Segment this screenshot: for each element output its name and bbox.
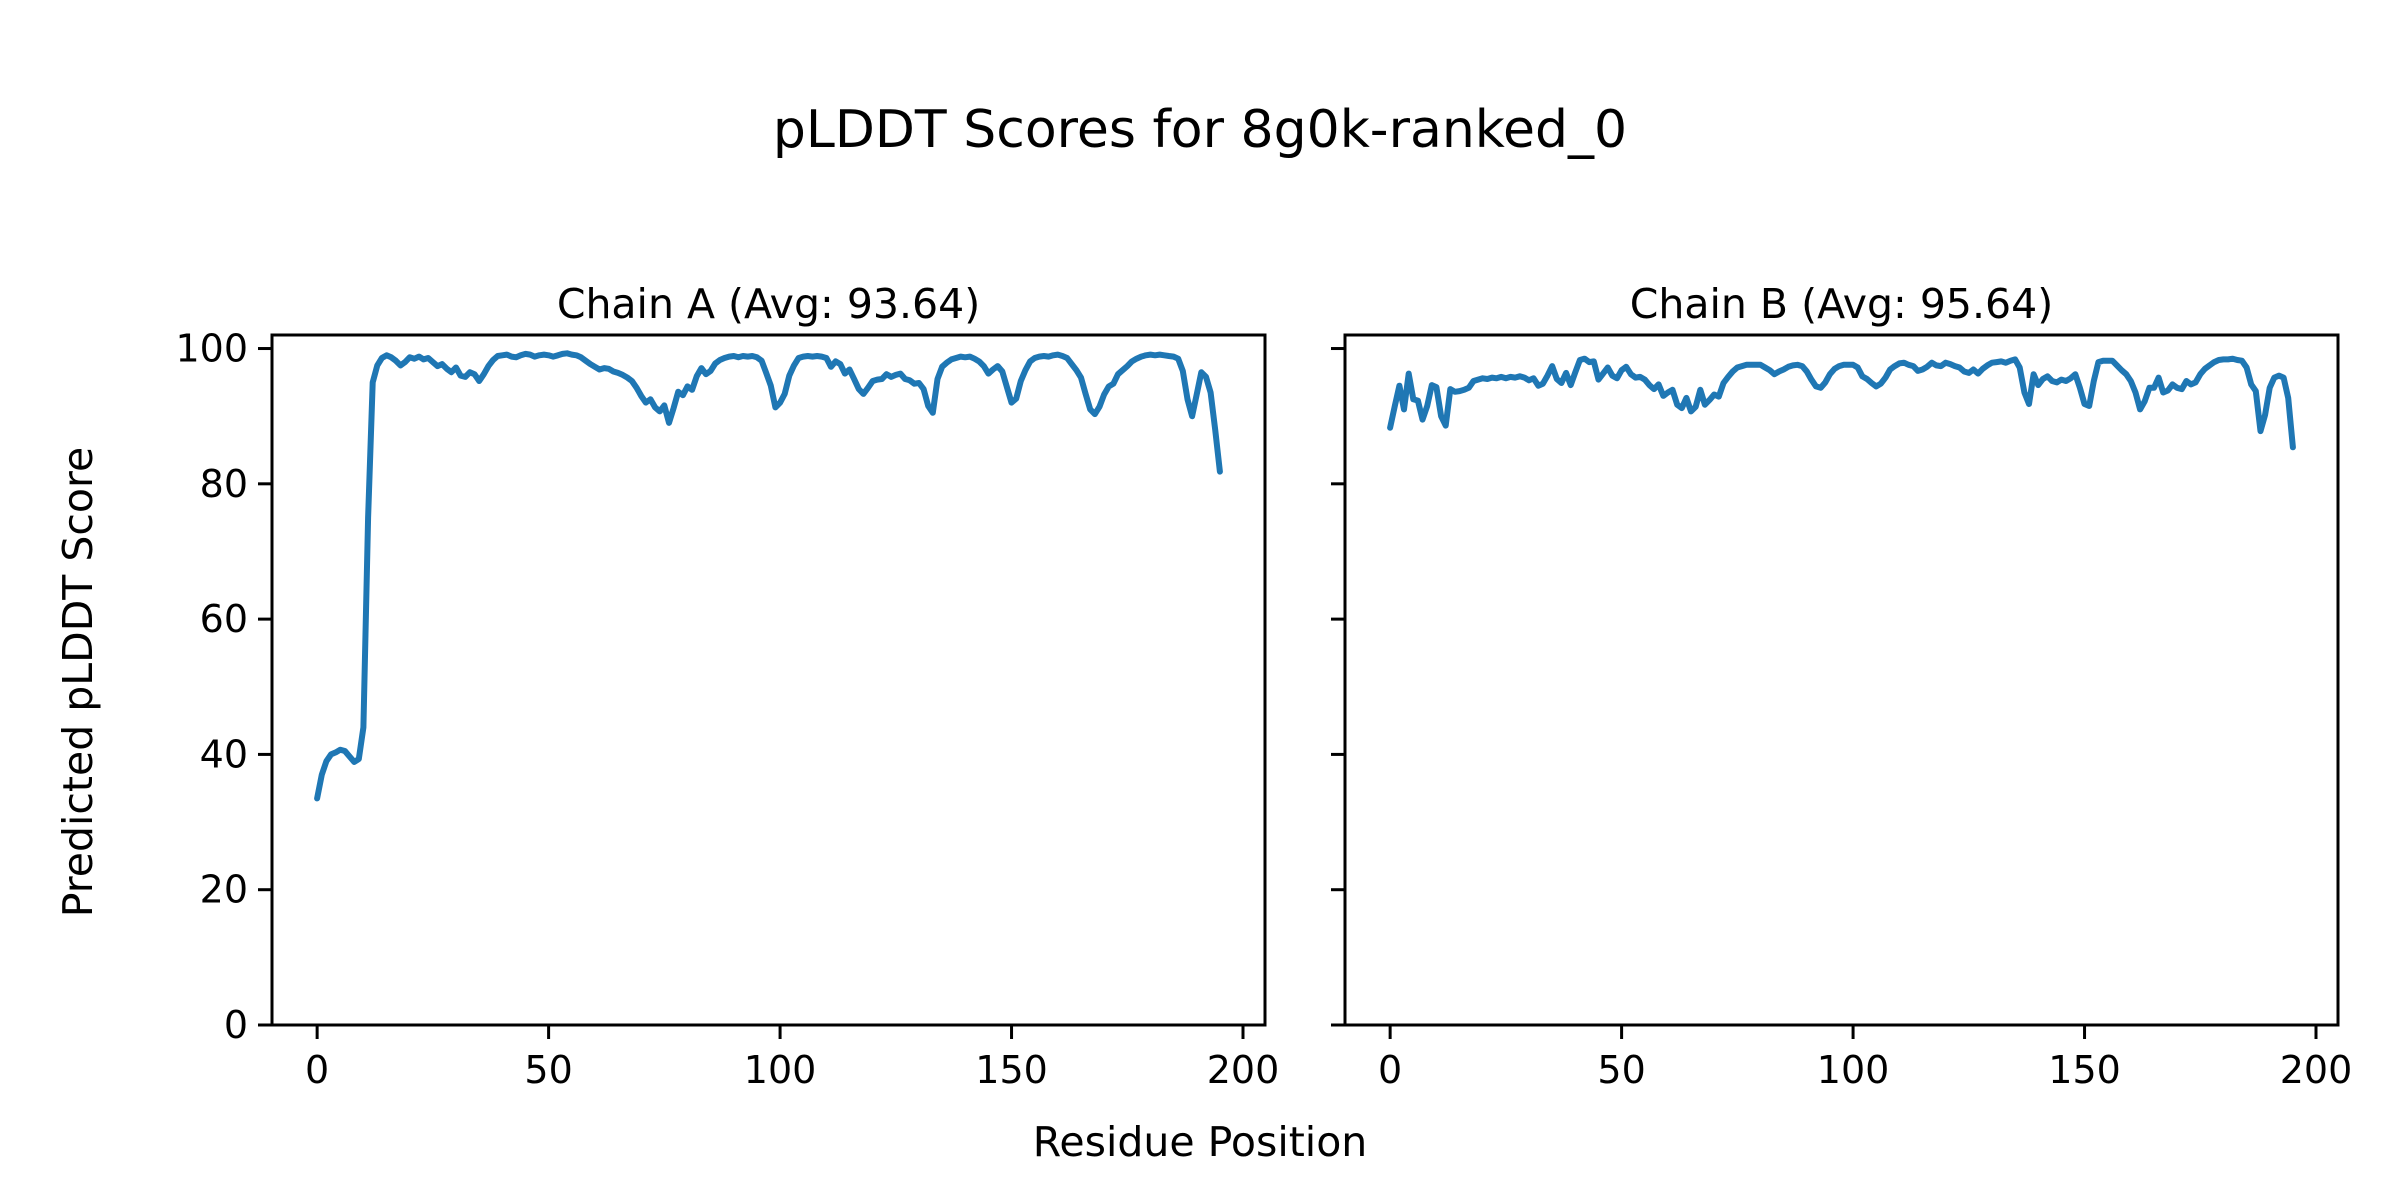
chain-a-title: Chain A (Avg: 93.64)	[556, 280, 981, 328]
y-tick-label: 100	[175, 327, 248, 371]
y-axis-label: Predicted pLDDT Score	[54, 446, 102, 918]
y-tick-label: 20	[200, 868, 248, 912]
x-tick-label: 100	[744, 1048, 817, 1092]
chain-b-plot-area	[1345, 335, 2338, 1025]
x-tick-label: 150	[975, 1048, 1048, 1092]
y-tick-label: 0	[224, 1003, 248, 1047]
x-tick-label: 50	[524, 1048, 572, 1092]
axes-spine	[270, 333, 1267, 1027]
chain-a-plot-area	[272, 335, 1265, 1025]
plddt-line	[1387, 355, 2296, 451]
x-tick-label: 100	[1817, 1048, 1890, 1092]
x-tick-label: 200	[1207, 1048, 1280, 1092]
axes-spine	[1343, 333, 2340, 1027]
figure-title: pLDDT Scores for 8g0k-ranked_0	[772, 100, 1628, 160]
x-tick-label: 200	[2280, 1048, 2353, 1092]
x-axis-label: Residue Position	[1032, 1118, 1368, 1166]
chain-b-title: Chain B (Avg: 95.64)	[1629, 280, 2054, 328]
y-tick-label: 60	[200, 597, 248, 641]
x-tick-label: 50	[1597, 1048, 1645, 1092]
x-tick-label: 0	[305, 1048, 329, 1092]
y-tick-label: 40	[200, 732, 248, 776]
x-tick-label: 150	[2048, 1048, 2121, 1092]
y-tick-label: 80	[200, 462, 248, 506]
plddt-line	[314, 350, 1223, 802]
x-tick-label: 0	[1378, 1048, 1402, 1092]
